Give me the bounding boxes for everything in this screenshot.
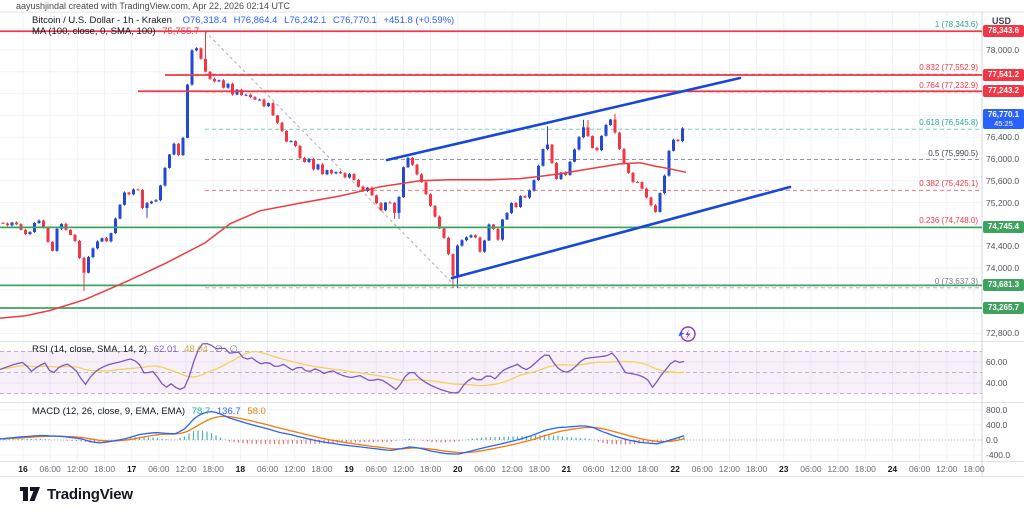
time-axis-label[interactable]: 12:00 [284, 464, 306, 474]
time-axis-label[interactable]: 18:00 [745, 464, 768, 474]
fib-level-label: 0 (73,637.3) [934, 276, 978, 286]
macd-axis-label[interactable]: 400.0 [986, 420, 1008, 430]
macd-signal-value: 58.0 [247, 406, 266, 417]
time-axis-label[interactable]: 12:00 [175, 464, 197, 474]
price-line-chip: 77,243.2 [983, 84, 1024, 97]
ohlc-low: L76,242.1 [284, 15, 327, 26]
price-line-chip: 76,770.1 45:25 [983, 109, 1024, 130]
time-axis-label[interactable]: 18:00 [202, 464, 224, 474]
rsi-sma-value: 48.04 [184, 344, 208, 355]
tradingview-logo-icon [20, 487, 40, 501]
fib-level-label: 0.382 (75,425.1) [919, 179, 978, 189]
ohlc-change: +451.8 (+0.59%) [383, 15, 455, 26]
time-axis-label[interactable]: 12:00 [501, 464, 523, 474]
ma-title: MA (100, close, 0, SMA, 100) [32, 26, 156, 37]
time-axis-label[interactable]: 06:00 [908, 464, 931, 474]
time-axis-label[interactable]: 06:00 [474, 464, 496, 474]
time-axis-label[interactable]: 18:00 [963, 464, 985, 474]
time-axis-label[interactable]: 22 [670, 464, 680, 474]
rsi-legend[interactable]: RSI (14, close, SMA, 14, 2) 62.01 48.04 … [32, 344, 242, 355]
time-axis-label[interactable]: 23 [779, 464, 789, 474]
time-axis-label[interactable]: 12:00 [66, 464, 88, 474]
price-axis-label[interactable]: 76,400.0 [986, 132, 1020, 143]
ohlc-open: O76,318.4 [182, 15, 227, 26]
time-axis-label[interactable]: 12:00 [392, 464, 415, 474]
price-line-chip: 77,541.2 [983, 68, 1024, 81]
time-axis-label[interactable]: 06:00 [256, 464, 279, 474]
rsi-band-empty-1: ∅ [214, 344, 223, 355]
price-axis-label[interactable]: 74,000.0 [986, 262, 1020, 273]
price-axis-label[interactable]: 75,600.0 [986, 175, 1020, 186]
fib-level-label: 0.764 (77,232.9) [919, 80, 978, 90]
fib-level-label: 0.618 (76,545.8) [919, 118, 978, 128]
time-axis-label[interactable]: 18:00 [854, 464, 876, 474]
rsi-value: 62.01 [153, 344, 178, 355]
price-line-chip: 74,745.4 [983, 220, 1024, 233]
time-axis-label[interactable]: 18:00 [528, 464, 550, 474]
fib-level-label: 1 (78,343.6) [934, 20, 978, 30]
time-axis-label[interactable]: 12:00 [718, 464, 741, 474]
time-axis-label[interactable]: 12:00 [610, 464, 632, 474]
rsi-band-empty-2: ∅ [229, 344, 238, 355]
attribution-text: aayushjindal created with TradingView.co… [16, 1, 290, 11]
ma-value: 75,755.7 [162, 26, 200, 37]
fib-level-label: 0.5 (75,990.5) [928, 148, 978, 158]
ohlc-close: C76,770.1 [332, 15, 377, 26]
ma-legend[interactable]: MA (100, close, 0, SMA, 100) 75,755.7 [32, 26, 203, 37]
macd-value: 136.7 [216, 406, 241, 417]
symbol-legend[interactable]: Bitcoin / U.S. Dollar - 1h - Kraken O76,… [32, 15, 458, 26]
macd-title: MACD (12, 26, close, 9, EMA, EMA) [32, 406, 186, 417]
currency-label[interactable]: USD [992, 16, 1012, 26]
macd-axis-label[interactable]: 0.0 [986, 435, 998, 445]
fib-level-label: 0.832 (77,552.9) [919, 63, 978, 73]
lightning-badge-icon [675, 324, 699, 349]
time-axis-label[interactable]: 12:00 [827, 464, 849, 474]
rsi-axis-label[interactable]: 60.00 [986, 357, 1008, 367]
time-axis-label[interactable]: 20 [452, 464, 463, 474]
macd-axis-label[interactable]: 800.0 [986, 405, 1008, 415]
price-axis-label[interactable]: 78,000.0 [986, 45, 1020, 55]
price-line-chip: 73,265.7 [983, 301, 1024, 314]
time-axis-label[interactable]: 12:00 [936, 464, 958, 474]
time-axis-label[interactable]: 18:00 [93, 464, 116, 474]
rsi-title: RSI (14, close, SMA, 14, 2) [32, 344, 148, 355]
price-axis-label[interactable]: 76,000.0 [986, 153, 1020, 164]
time-axis-label[interactable]: 16 [18, 464, 28, 474]
price-line-chip: 78,343.6 [983, 24, 1024, 37]
time-axis-label[interactable]: 19 [344, 464, 354, 474]
time-axis-label[interactable]: 06:00 [148, 464, 170, 474]
price-axis-label[interactable]: 75,200.0 [986, 197, 1020, 208]
time-axis-label[interactable]: 18:00 [311, 464, 333, 474]
tradingview-logo[interactable]: TradingView [20, 486, 133, 503]
time-axis-label[interactable]: 21 [561, 464, 572, 474]
ohlc-high: H76,864.4 [233, 15, 278, 26]
time-axis-label[interactable]: 18:00 [419, 464, 442, 474]
time-axis-label[interactable]: 06:00 [800, 464, 822, 474]
macd-legend[interactable]: MACD (12, 26, close, 9, EMA, EMA) 78.7 1… [32, 406, 270, 417]
time-axis-label[interactable]: 24 [887, 464, 898, 474]
price-axis-label[interactable]: 72,800.0 [986, 328, 1020, 339]
time-axis-label[interactable]: 06:00 [691, 464, 713, 474]
tradingview-logo-text: TradingView [47, 486, 133, 503]
price-line-chip: 73,681.3 [983, 278, 1024, 291]
fib-level-label: 0.236 (74,748.0) [919, 216, 978, 226]
time-axis-label[interactable]: 17 [126, 464, 137, 474]
time-axis-label[interactable]: 06:00 [365, 464, 387, 474]
time-axis-label[interactable]: 18:00 [637, 464, 659, 474]
time-axis-label[interactable]: 06:00 [582, 464, 605, 474]
symbol-title: Bitcoin / U.S. Dollar - 1h - Kraken [32, 15, 172, 26]
time-axis-label[interactable]: 18 [235, 464, 246, 474]
macd-hist-value: 78.7 [191, 406, 211, 417]
time-axis-label[interactable]: 06:00 [39, 464, 61, 474]
countdown-timer: 45:25 [994, 119, 1013, 129]
macd-axis-label[interactable]: -400.0 [986, 450, 1011, 460]
rsi-axis-label[interactable]: 40.00 [986, 378, 1008, 388]
price-axis-label[interactable]: 74,400.0 [986, 241, 1020, 252]
